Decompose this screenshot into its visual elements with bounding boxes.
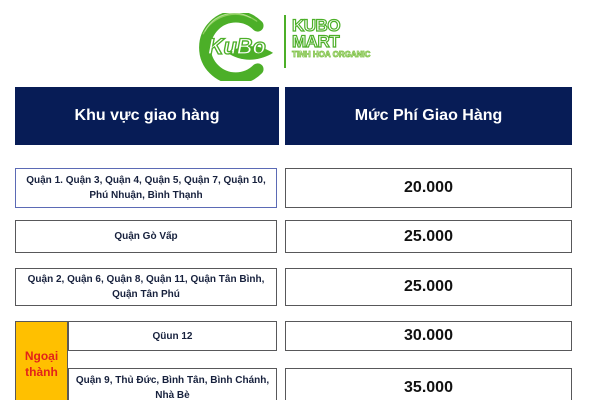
svg-text:KuBo: KuBo: [208, 34, 266, 59]
